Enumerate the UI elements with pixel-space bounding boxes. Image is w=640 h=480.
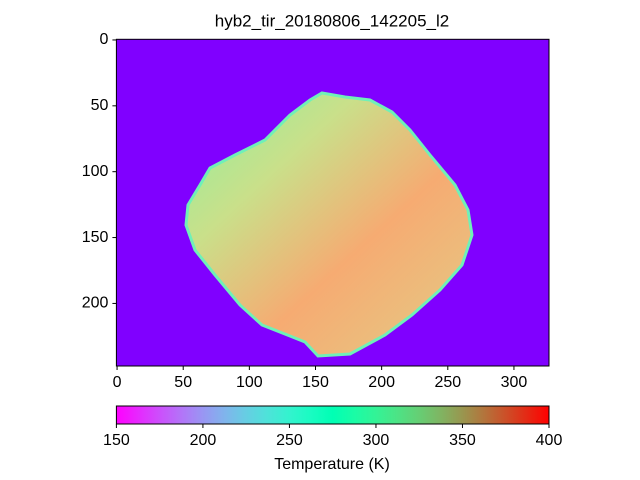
x-tick-label: 150 <box>302 374 329 391</box>
y-tick-label: 50 <box>91 97 109 114</box>
x-tick-label: 100 <box>236 374 263 391</box>
x-tick-label: 200 <box>368 374 395 391</box>
colorbar-tick-label: 150 <box>103 432 130 449</box>
x-tick-label: 50 <box>174 374 192 391</box>
asteroid <box>184 91 474 358</box>
colorbar-tick-label: 350 <box>449 432 476 449</box>
colorbar-tick-label: 400 <box>536 432 563 449</box>
colorbar-label: Temperature (K) <box>274 456 390 473</box>
y-tick-label: 200 <box>82 295 109 312</box>
colorbar-tick-label: 250 <box>276 432 303 449</box>
chart-title: hyb2_tir_20180806_142205_l2 <box>215 11 449 30</box>
y-tick-label: 0 <box>99 31 108 48</box>
x-tick-label: 0 <box>113 374 122 391</box>
y-tick-label: 100 <box>82 163 109 180</box>
plot-frame <box>115 38 550 367</box>
x-tick-label: 300 <box>501 374 528 391</box>
y-tick-label: 150 <box>82 229 109 246</box>
x-tick-label: 250 <box>434 374 461 391</box>
colorbar <box>115 405 550 425</box>
colorbar-tick-label: 200 <box>190 432 217 449</box>
colorbar-tick-label: 300 <box>363 432 390 449</box>
